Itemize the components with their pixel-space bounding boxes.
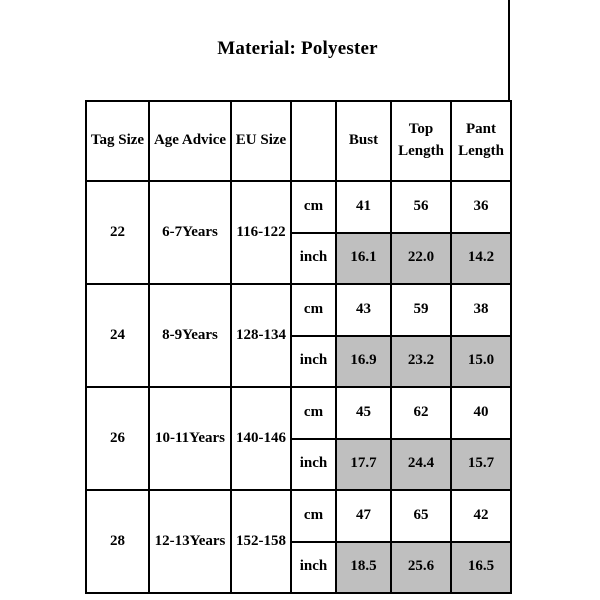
age-advice-value: 12-13Years [148,489,232,594]
bust-inch-value: 16.9 [335,334,392,388]
pant-length-inch-value: 15.0 [450,334,512,388]
header-eu-size: EU Size [230,100,292,182]
table-row-22-cm: 22 6-7Years 116-122 cm 41 56 36 [85,180,512,285]
tag-size-value: 26 [85,386,150,491]
unit-inch-label: inch [290,231,337,285]
unit-cm-label: cm [290,489,337,543]
unit-inch-label: inch [290,437,337,491]
unit-inch-label: inch [290,334,337,388]
eu-size-value: 152-158 [230,489,292,594]
pant-length-inch-value: 15.7 [450,437,512,491]
table-row-24-cm: 24 8-9Years 128-134 cm 43 59 38 [85,283,512,388]
bust-inch-value: 17.7 [335,437,392,491]
header-unit [290,100,337,182]
unit-cm-label: cm [290,386,337,440]
eu-size-value: 128-134 [230,283,292,388]
header-bust: Bust [335,100,392,182]
header-age-advice: Age Advice [148,100,232,182]
bust-cm-value: 47 [335,489,392,543]
top-length-cm-value: 62 [390,386,452,440]
top-length-cm-value: 59 [390,283,452,337]
table-row-22-inch: inch 16.1 22.0 14.2 [86,231,512,285]
pant-length-cm-value: 42 [450,489,512,543]
unit-cm-label: cm [290,283,337,337]
top-length-inch-value: 24.4 [390,437,452,491]
age-advice-value: 10-11Years [148,386,232,491]
size-chart-table: Tag Size Age Advice EU Size Bust Top Len… [85,100,512,594]
bust-inch-value: 16.1 [335,231,392,285]
top-length-inch-value: 22.0 [390,231,452,285]
age-advice-value: 8-9Years [148,283,232,388]
bust-cm-value: 43 [335,283,392,337]
pant-length-inch-value: 14.2 [450,231,512,285]
eu-size-value: 116-122 [230,180,292,285]
top-length-cm-value: 65 [390,489,452,543]
header-row: Tag Size Age Advice EU Size Bust Top Len… [85,100,512,182]
tag-size-value: 24 [85,283,150,388]
pant-length-inch-value: 16.5 [450,540,512,594]
top-length-inch-value: 23.2 [390,334,452,388]
tag-size-value: 28 [85,489,150,594]
header-tag-size: Tag Size [85,100,150,182]
right-border-line [508,0,510,101]
top-length-inch-value: 25.6 [390,540,452,594]
header-top-length: Top Length [390,100,452,182]
bust-cm-value: 45 [335,386,392,440]
bust-cm-value: 41 [335,180,392,234]
table-row-26-cm: 26 10-11Years 140-146 cm 45 62 40 [85,386,512,491]
table-row-26-inch: inch 17.7 24.4 15.7 [86,437,512,491]
pant-length-cm-value: 40 [450,386,512,440]
pant-length-cm-value: 38 [450,283,512,337]
top-length-cm-value: 56 [390,180,452,234]
page-title: Material: Polyester [217,38,378,59]
table-row-24-inch: inch 16.9 23.2 15.0 [86,334,512,388]
age-advice-value: 6-7Years [148,180,232,285]
table-row-28-inch: inch 18.5 25.6 16.5 [86,540,512,594]
eu-size-value: 140-146 [230,386,292,491]
table-row-28-cm: 28 12-13Years 152-158 cm 47 65 42 [85,489,512,594]
header-pant-length: Pant Length [450,100,512,182]
unit-cm-label: cm [290,180,337,234]
tag-size-value: 22 [85,180,150,285]
bust-inch-value: 18.5 [335,540,392,594]
unit-inch-label: inch [290,540,337,594]
pant-length-cm-value: 36 [450,180,512,234]
